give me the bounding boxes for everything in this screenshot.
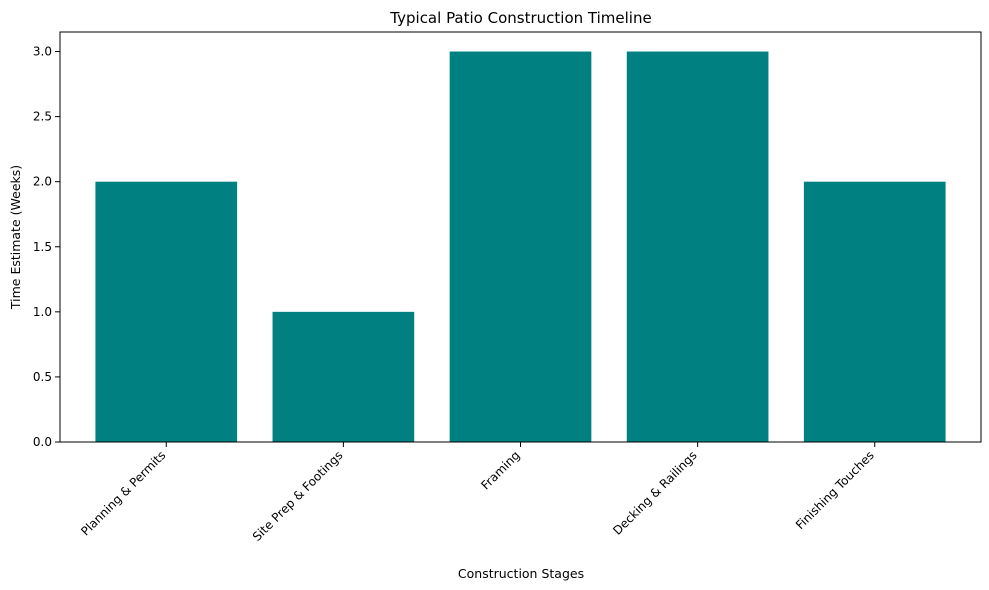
bar-2 xyxy=(272,311,415,442)
x-tick-label: Planning & Permits xyxy=(78,448,168,538)
bars-layer xyxy=(95,51,946,443)
bar-4 xyxy=(626,51,769,443)
x-tick-label: Decking & Railings xyxy=(610,448,700,538)
x-tick-label: Framing xyxy=(478,448,522,492)
y-tick-label: 1.5 xyxy=(33,240,52,254)
y-axis: 0.0 0.5 1.0 1.5 2.0 2.5 3.0 xyxy=(33,45,60,449)
y-tick-label: 2.5 xyxy=(33,110,52,124)
x-tick-label: Finishing Touches xyxy=(793,448,877,532)
y-axis-label: Time Estimate (Weeks) xyxy=(8,165,23,310)
y-tick-label: 3.0 xyxy=(33,45,52,59)
chart-title: Typical Patio Construction Timeline xyxy=(389,9,651,27)
y-tick-label: 0.5 xyxy=(33,370,52,384)
y-tick-label: 2.0 xyxy=(33,175,52,189)
plot-frame xyxy=(59,31,982,443)
bar-1 xyxy=(95,181,238,442)
bar-3 xyxy=(449,51,592,443)
y-tick-label: 1.0 xyxy=(33,305,52,319)
x-axis: Planning & Permits Site Prep & Footings Fr… xyxy=(78,442,877,544)
bar-5 xyxy=(803,181,946,442)
x-axis-label: Construction Stages xyxy=(458,566,584,581)
y-tick-label: 0.0 xyxy=(33,435,52,449)
x-tick-label: Site Prep & Footings xyxy=(250,448,346,544)
